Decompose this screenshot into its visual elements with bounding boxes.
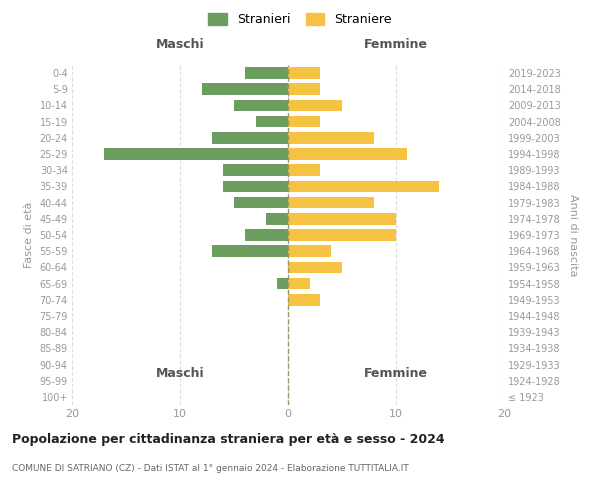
Bar	[245, 229, 288, 241]
Bar	[234, 100, 288, 112]
Bar	[212, 246, 288, 257]
Bar	[288, 100, 342, 112]
Bar	[202, 84, 288, 95]
Bar	[212, 132, 288, 143]
Bar	[288, 262, 342, 273]
Bar	[288, 229, 396, 241]
Bar	[266, 213, 288, 224]
Legend: Stranieri, Straniere: Stranieri, Straniere	[205, 8, 395, 30]
Bar	[288, 132, 374, 143]
Bar	[288, 84, 320, 95]
Bar	[288, 148, 407, 160]
Bar	[277, 278, 288, 289]
Y-axis label: Fasce di età: Fasce di età	[24, 202, 34, 268]
Bar	[288, 246, 331, 257]
Y-axis label: Anni di nascita: Anni di nascita	[568, 194, 578, 276]
Bar	[245, 68, 288, 79]
Text: Maschi: Maschi	[155, 367, 205, 380]
Bar	[288, 68, 320, 79]
Bar	[288, 116, 320, 128]
Bar	[234, 197, 288, 208]
Bar	[256, 116, 288, 128]
Bar	[288, 164, 320, 176]
Bar	[288, 294, 320, 306]
Bar	[288, 213, 396, 224]
Text: Femmine: Femmine	[364, 38, 428, 52]
Bar	[104, 148, 288, 160]
Text: Popolazione per cittadinanza straniera per età e sesso - 2024: Popolazione per cittadinanza straniera p…	[12, 432, 445, 446]
Bar	[223, 164, 288, 176]
Bar	[288, 197, 374, 208]
Bar	[288, 278, 310, 289]
Text: Femmine: Femmine	[364, 367, 428, 380]
Text: COMUNE DI SATRIANO (CZ) - Dati ISTAT al 1° gennaio 2024 - Elaborazione TUTTITALI: COMUNE DI SATRIANO (CZ) - Dati ISTAT al …	[12, 464, 409, 473]
Text: Maschi: Maschi	[155, 38, 205, 52]
Bar	[288, 180, 439, 192]
Bar	[223, 180, 288, 192]
